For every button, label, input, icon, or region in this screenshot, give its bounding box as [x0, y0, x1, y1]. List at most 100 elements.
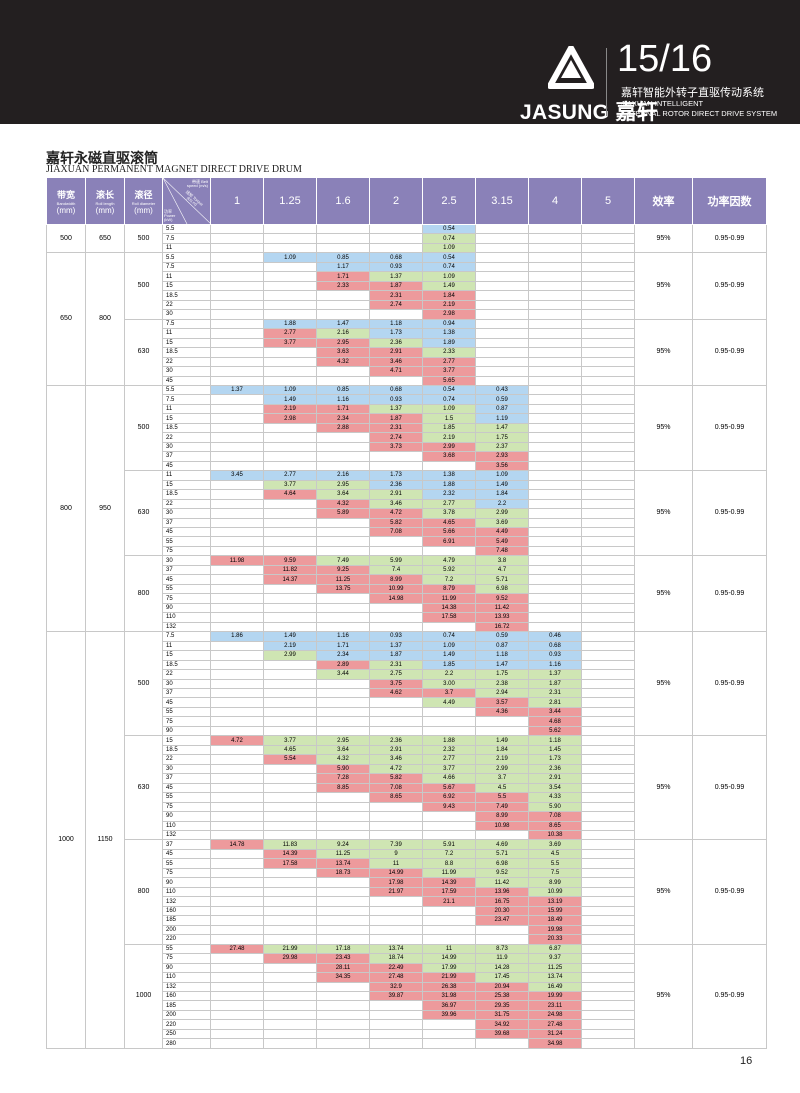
torque-cell [528, 508, 582, 519]
torque-cell: 21.99 [422, 972, 476, 983]
torque-cell: 7.49 [316, 555, 370, 566]
torque-cell: 9.37 [528, 953, 582, 964]
torque-cell [263, 422, 317, 434]
roll-length-header-unit: (mm) [95, 205, 115, 215]
torque-cell [263, 716, 317, 727]
torque-cell [528, 366, 582, 377]
torque-cell [528, 252, 582, 263]
torque-cell: 3.44 [528, 706, 582, 718]
table-row: 280 34.98 [47, 1038, 767, 1049]
torque-cell [581, 650, 635, 661]
torque-cell: 4.79 [422, 555, 476, 566]
torque-cell [369, 1000, 423, 1011]
torque-cell [581, 1028, 635, 1040]
torque-cell [316, 801, 370, 813]
torque-cell: 36.97 [422, 1000, 476, 1011]
torque-cell: 2.33 [422, 347, 476, 358]
torque-cell [210, 261, 264, 273]
torque-cell [528, 347, 582, 358]
torque-cell: 0.93 [369, 394, 423, 405]
torque-cell [263, 801, 317, 813]
torque-cell: 3.69 [475, 517, 529, 529]
power-cell: 45 [162, 848, 211, 860]
torque-cell [369, 242, 423, 254]
table-row: 30 5.90 4.72 3.77 2.99 2.36 [47, 763, 767, 775]
torque-cell [263, 706, 317, 718]
power-cell: 7.5 [162, 233, 211, 244]
torque-cell [581, 858, 635, 869]
torque-cell [210, 460, 264, 472]
table-row: 55 8.65 6.92 5.5 4.33 [47, 792, 767, 803]
torque-cell: 0.54 [422, 252, 476, 263]
torque-cell [528, 328, 582, 339]
torque-cell [422, 915, 476, 926]
torque-cell [581, 706, 635, 718]
table-row: 90 17.98 14.39 11.42 8.99 [47, 877, 767, 888]
power-cell: 250 [162, 1028, 211, 1040]
torque-cell [316, 233, 370, 244]
torque-cell: 0.93 [369, 261, 423, 273]
torque-cell: 20.33 [528, 934, 582, 945]
torque-cell: 2.99 [422, 441, 476, 453]
torque-cell: 1.73 [528, 754, 582, 765]
torque-cell [316, 451, 370, 462]
power-factor-cell: 0.95-0.99 [692, 839, 767, 945]
bandwidth-header-cn: 带宽 [56, 189, 75, 200]
torque-cell [369, 536, 423, 547]
torque-cell: 7.5 [528, 867, 582, 879]
torque-cell: 39.96 [422, 1009, 476, 1021]
torque-cell [210, 669, 264, 680]
torque-cell [369, 924, 423, 936]
torque-cell [210, 981, 264, 992]
torque-cell [581, 517, 635, 529]
torque-cell [210, 451, 264, 462]
torque-cell [210, 271, 264, 282]
torque-cell: 11 [422, 943, 476, 955]
torque-cell [581, 716, 635, 727]
torque-cell [263, 498, 317, 510]
torque-cell: 25.38 [475, 990, 529, 1002]
efficiency-cell: 95% [634, 943, 693, 1049]
torque-cell [422, 811, 476, 822]
power-cell: 132 [162, 981, 211, 992]
torque-cell: 6.92 [422, 792, 476, 803]
torque-cell [210, 223, 264, 235]
torque-cell [528, 242, 582, 254]
torque-cell [210, 612, 264, 623]
power-cell: 30 [162, 309, 211, 320]
torque-cell [210, 886, 264, 898]
torque-cell: 5.71 [475, 574, 529, 585]
torque-cell: 8.8 [422, 858, 476, 869]
torque-cell [263, 792, 317, 803]
torque-cell [263, 508, 317, 519]
torque-cell: 3.77 [263, 337, 317, 349]
power-cell: 45 [162, 782, 211, 794]
table-row: 800 37 14.78 11.83 9.24 7.39 5.91 4.69 3.69 95% 0.… [47, 839, 767, 945]
torque-cell [316, 526, 370, 538]
torque-cell: 1.49 [475, 479, 529, 491]
torque-cell [581, 564, 635, 576]
table-row: 18.5 4.64 3.64 2.91 2.32 1.84 [47, 489, 767, 500]
torque-cell [263, 612, 317, 623]
torque-cell: 13.74 [369, 943, 423, 955]
torque-cell [581, 593, 635, 604]
torque-cell [475, 934, 529, 945]
torque-cell [316, 678, 370, 689]
torque-cell: 4.68 [528, 716, 582, 727]
torque-cell [581, 233, 635, 244]
torque-cell: 20.30 [475, 905, 529, 917]
torque-cell [475, 725, 529, 737]
torque-cell: 11.83 [263, 839, 317, 850]
torque-cell [210, 242, 264, 254]
torque-cell [369, 309, 423, 320]
torque-cell [210, 725, 264, 737]
power-cell: 11 [162, 271, 211, 282]
torque-cell [316, 242, 370, 254]
torque-cell [263, 782, 317, 794]
power-cell: 11 [162, 403, 211, 415]
roll-diameter-header-cn: 滚径 [134, 189, 153, 200]
table-row: 15 3.77 2.95 2.36 1.88 1.49 [47, 479, 767, 491]
torque-cell [369, 223, 423, 235]
torque-cell: 10.98 [475, 820, 529, 832]
torque-cell: 4.65 [263, 744, 317, 756]
